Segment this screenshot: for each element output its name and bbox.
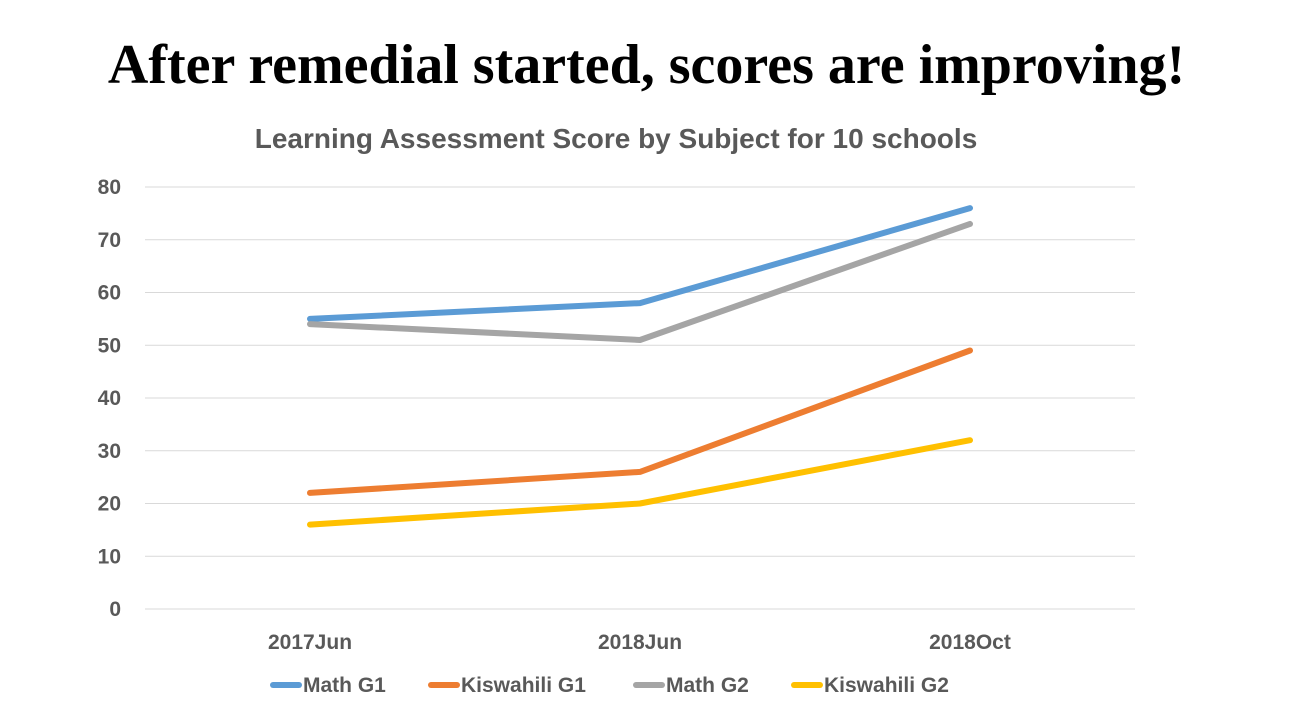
y-tick-label: 40 [98, 387, 121, 410]
legend: Math G1 Kiswahili G1 Math G2 Kiswahili G2 [270, 674, 949, 697]
x-axis-ticks: 2017Jun 2018Jun 2018Oct [268, 631, 1011, 654]
y-tick-label: 20 [98, 493, 121, 516]
y-tick-label: 30 [98, 440, 121, 463]
series-line [307, 437, 973, 528]
legend-label: Kiswahili G2 [824, 674, 949, 697]
chart-title: Learning Assessment Score by Subject for… [255, 123, 978, 154]
series-line [307, 347, 973, 496]
gridlines [145, 186, 1135, 610]
y-tick-label: 0 [109, 598, 121, 621]
y-tick-label: 10 [98, 545, 121, 568]
y-axis-ticks: 0 10 20 30 40 50 60 70 80 [98, 176, 121, 621]
x-tick-label: 2017Jun [268, 631, 352, 654]
legend-label: Math G2 [666, 674, 749, 697]
series-line [307, 220, 973, 343]
y-tick-label: 80 [98, 176, 121, 199]
y-tick-label: 60 [98, 282, 121, 305]
legend-label: Kiswahili G1 [461, 674, 586, 697]
legend-label: Math G1 [303, 674, 386, 697]
series-line [307, 205, 973, 322]
slide-title: After remedial started, scores are impro… [107, 34, 1186, 96]
y-tick-label: 70 [98, 229, 121, 252]
series-lines [307, 205, 973, 528]
y-tick-label: 50 [98, 334, 121, 357]
x-tick-label: 2018Oct [929, 631, 1011, 654]
x-tick-label: 2018Jun [598, 631, 682, 654]
